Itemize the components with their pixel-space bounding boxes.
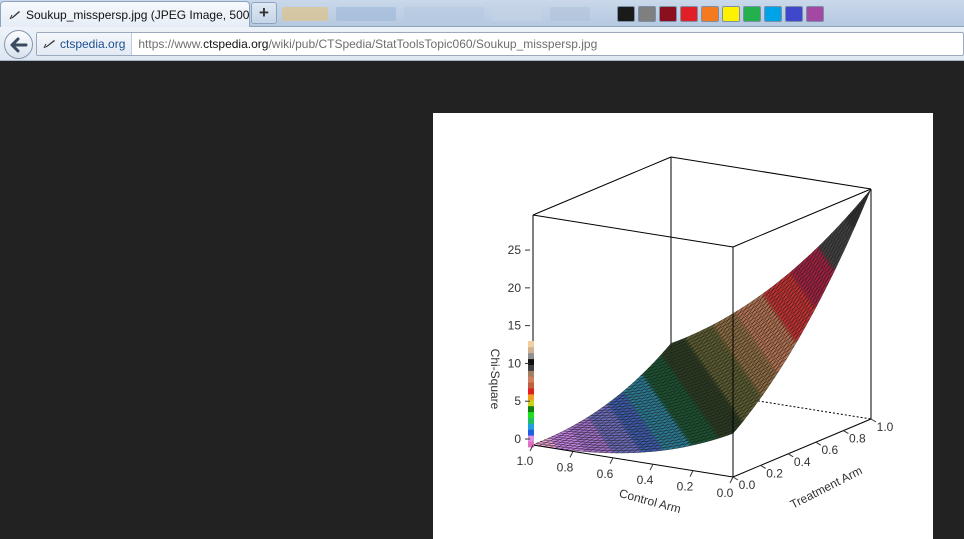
colorbar-segment: [528, 423, 534, 430]
colorbar-segment: [528, 435, 534, 442]
x-tick-label: 1.0: [517, 454, 534, 468]
url-domain: ctspedia.org: [203, 37, 269, 51]
colorbar-segment: [528, 358, 534, 365]
x-tick: [569, 451, 574, 458]
back-arrow-icon: [10, 37, 27, 52]
tab-image[interactable]: Soukup_misspersp.jpg (JPEG Image, 500 ..…: [0, 1, 250, 27]
box-edge: [532, 214, 734, 248]
z-tick-label: 0: [514, 432, 521, 446]
color-swatch[interactable]: [743, 6, 761, 22]
color-swatch[interactable]: [701, 6, 719, 22]
tab-strip: Soukup_misspersp.jpg (JPEG Image, 500 ..…: [0, 0, 964, 27]
colorbar-segment: [528, 341, 534, 348]
color-swatch[interactable]: [785, 6, 803, 22]
surface-facet: [861, 188, 872, 205]
box-edge: [732, 188, 872, 248]
z-axis: 0 5 10 15 20 25: [508, 243, 530, 446]
url-text[interactable]: https://www.ctspedia.org/wiki/pub/CTSped…: [138, 37, 597, 51]
colorbar-segment: [528, 364, 534, 371]
plot-box-front: [532, 247, 872, 478]
x-axis-label: Control Arm: [618, 486, 683, 516]
colorbar-segment: [528, 405, 534, 413]
y-tick: [760, 464, 766, 469]
colorbar-segment: [528, 382, 534, 389]
box-edge: [532, 156, 672, 216]
back-button[interactable]: [4, 30, 33, 59]
x-tick-label: 0.0: [717, 486, 734, 500]
x-tick: [649, 463, 654, 471]
y-tick: [787, 453, 794, 458]
colorbar-segment: [528, 352, 534, 360]
colorbar-segment: [528, 388, 534, 395]
box-edge: [670, 156, 872, 190]
y-tick: [815, 441, 822, 446]
quill-icon: [9, 9, 21, 21]
site-identity-button[interactable]: ctspedia.org: [37, 33, 133, 55]
x-tick-label: 0.4: [637, 473, 654, 487]
color-swatch[interactable]: [722, 6, 740, 22]
url-bar[interactable]: ctspedia.org https://www.ctspedia.org/wi…: [36, 32, 964, 56]
y-axis-label: Treatment Arm: [788, 463, 865, 511]
y-tick-label: 0.4: [794, 455, 811, 469]
colorbar-segment: [528, 370, 534, 377]
colorbar-segment: [528, 346, 534, 354]
z-tick-label: 25: [508, 243, 522, 257]
new-tab-button[interactable]: +: [251, 2, 277, 24]
z-tick-label: 15: [508, 319, 522, 333]
plot-box: [532, 156, 872, 446]
x-tick: [529, 444, 534, 452]
x-tick-label: 0.2: [677, 480, 694, 494]
y-tick-label: 0.2: [766, 466, 783, 480]
colorbar-segment: [528, 411, 534, 418]
x-tick: [729, 476, 734, 484]
color-legend: [528, 341, 534, 448]
box-edge-front: [532, 444, 734, 478]
color-swatch-row: [617, 6, 824, 22]
color-swatch[interactable]: [806, 6, 824, 22]
x-tick: [609, 457, 614, 465]
url-path: /wiki/pub/CTSpedia/StatToolsTopic060/Sou…: [268, 37, 598, 51]
x-axis: 1.0 0.8 0.6 0.4 0.2 0.0: [517, 444, 734, 500]
color-swatch[interactable]: [617, 6, 635, 22]
chart-image: 0 5 10 15 20 25 Chi-Square 1.0 0.8 0.6 0.4 0.2 0.0…: [433, 113, 933, 539]
color-swatch[interactable]: [638, 6, 656, 22]
y-tick: [732, 476, 739, 481]
image-viewer: 0 5 10 15 20 25 Chi-Square 1.0 0.8 0.6 0.4 0.2 0.0…: [0, 62, 964, 539]
navigation-bar: ctspedia.org https://www.ctspedia.org/wi…: [0, 27, 964, 61]
y-tick-label: 1.0: [877, 420, 894, 434]
y-tick: [843, 430, 849, 435]
color-swatch[interactable]: [659, 6, 677, 22]
colorbar-segment: [528, 399, 534, 407]
y-tick-label: 0.6: [821, 443, 838, 457]
y-tick-label: 0.0: [739, 478, 756, 492]
toolbar-blurred-items: [282, 4, 612, 24]
colorbar-segment: [528, 417, 534, 424]
color-swatch[interactable]: [680, 6, 698, 22]
box-edge-front: [732, 418, 872, 478]
y-tick-label: 0.8: [849, 432, 866, 446]
colorbar-segment: [528, 429, 534, 436]
url-scheme: https://www.: [138, 37, 204, 51]
y-axis: 0.0 0.2 0.4 0.6 0.8 1.0: [732, 418, 894, 492]
quill-icon: [43, 40, 55, 49]
z-tick-label: 10: [508, 356, 522, 370]
y-tick: [870, 418, 877, 423]
site-identity-label: ctspedia.org: [60, 37, 126, 51]
colorbar-segment: [528, 441, 534, 448]
z-tick-label: 20: [508, 281, 522, 295]
colorbar-segment: [528, 376, 534, 383]
chi-square-surface: [532, 188, 872, 454]
z-axis-label: Chi-Square: [488, 349, 502, 410]
colorbar-segment: [528, 394, 534, 401]
tab-title: Soukup_misspersp.jpg (JPEG Image, 500 ..…: [26, 7, 249, 22]
x-tick-label: 0.8: [557, 460, 574, 474]
x-tick-label: 0.6: [597, 467, 614, 481]
z-tick-label: 5: [514, 394, 521, 408]
color-swatch[interactable]: [764, 6, 782, 22]
x-tick: [689, 470, 694, 477]
